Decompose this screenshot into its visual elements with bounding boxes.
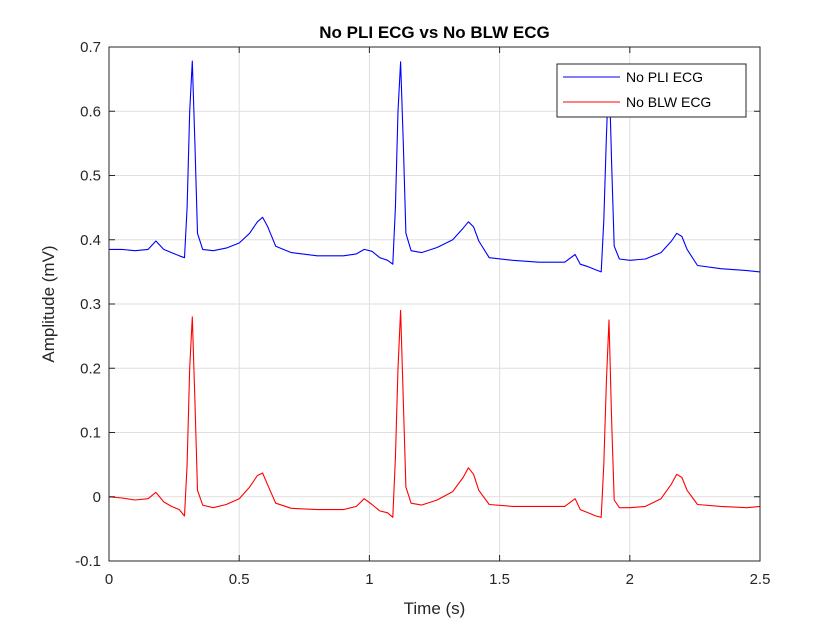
y-tick-label: 0.1 [80, 425, 101, 442]
y-tick-label: 0.7 [80, 39, 101, 56]
chart-title: No PLI ECG vs No BLW ECG [319, 23, 549, 42]
legend-label-no-pli: No PLI ECG [626, 69, 703, 85]
y-tick-label: 0.6 [80, 103, 101, 120]
x-tick-label: 1.5 [489, 571, 510, 588]
x-tick-label: 0 [105, 571, 113, 588]
series-layer [108, 60, 761, 518]
x-tick-label: 2.5 [750, 571, 771, 588]
legend-box [556, 63, 747, 118]
x-tick-label: 1 [365, 571, 373, 588]
y-axis-label: Amplitude (mV) [39, 245, 58, 362]
ticks: 0 0.5 1 1.5 2 2.5-0.100.10.20.30.40.50.60.7 [75, 39, 770, 588]
y-tick-label: 0 [93, 489, 101, 506]
y-tick-label: 0.5 [80, 168, 101, 185]
legend-label-no-blw: No BLW ECG [626, 94, 711, 110]
y-tick-label: -0.1 [75, 553, 101, 570]
grid [109, 47, 760, 561]
legend: No PLI ECG No BLW ECG [556, 63, 747, 118]
x-axis-label: Time (s) [404, 599, 466, 618]
y-tick-label: 0.3 [80, 296, 101, 313]
series-line-no-pli-ecg [109, 60, 761, 273]
y-tick-label: 0.4 [80, 232, 101, 249]
y-tick-label: 0.2 [80, 360, 101, 377]
series-line-no-blw-ecg [108, 309, 761, 518]
x-tick-label: 2 [626, 571, 634, 588]
x-tick-label: 0.5 [229, 571, 250, 588]
